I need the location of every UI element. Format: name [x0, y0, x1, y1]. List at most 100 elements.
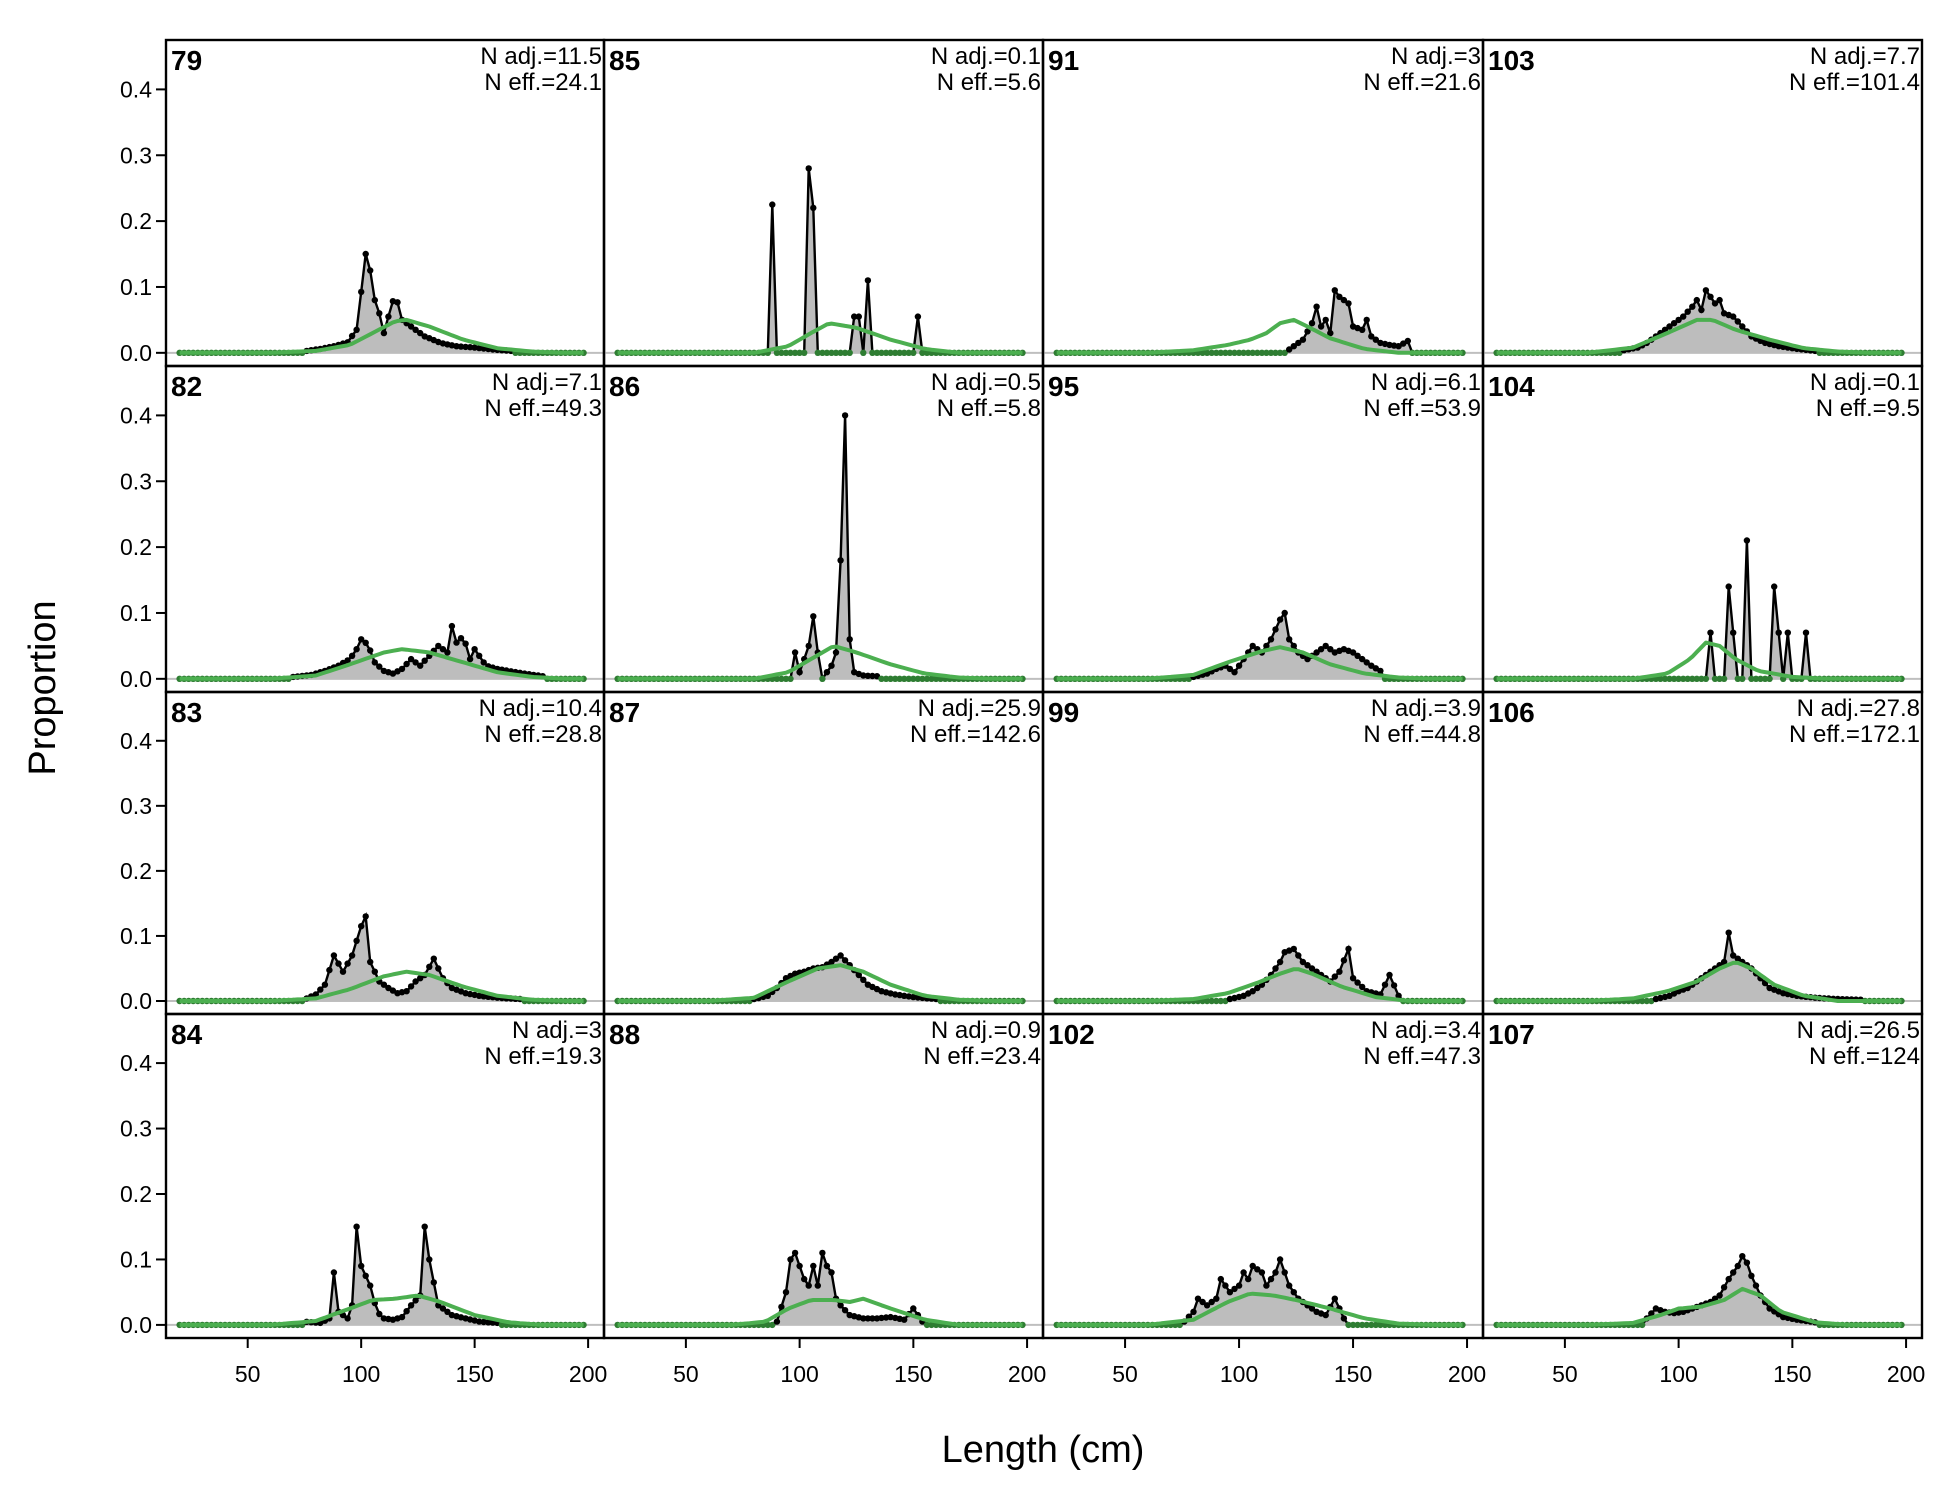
observed-point — [407, 983, 415, 990]
observed-point — [764, 1321, 771, 1329]
observed-area — [617, 1252, 1023, 1325]
observed-point — [330, 1269, 338, 1276]
observed-point — [417, 975, 424, 982]
observed-point — [376, 310, 383, 317]
observed-point — [362, 1272, 369, 1280]
observed-point — [1395, 992, 1402, 999]
observed-point — [1670, 675, 1678, 682]
observed-point — [1359, 983, 1366, 991]
observed-point — [873, 349, 881, 356]
observed-point — [1199, 1298, 1206, 1306]
observed-point — [321, 981, 329, 988]
observed-point — [819, 1249, 826, 1257]
observed-point — [1213, 349, 1220, 356]
observed-point — [801, 1275, 808, 1283]
panel-87: 87 N adj.=25.9N eff.=142.6 — [602, 690, 1045, 1016]
observed-point — [814, 1282, 821, 1289]
observed-area — [179, 254, 584, 353]
panel-id-label: 103 — [1488, 45, 1535, 76]
observed-point — [344, 657, 351, 664]
observed-point — [1313, 303, 1320, 310]
observed-point — [810, 1262, 817, 1270]
observed-point — [914, 313, 922, 320]
observed-point — [1730, 952, 1737, 959]
observed-point — [417, 662, 424, 669]
observed-point — [1240, 1269, 1247, 1276]
observed-point — [1752, 675, 1760, 682]
observed-point — [1711, 300, 1719, 307]
x-axis-title: Length (cm) — [942, 1429, 1145, 1471]
panel-frame — [1481, 1012, 1924, 1340]
observed-point — [1235, 662, 1243, 669]
observed-point — [773, 675, 781, 682]
observed-point — [1639, 1321, 1646, 1329]
observed-point — [380, 981, 388, 988]
n-adj-label: N adj.=3 — [512, 1017, 602, 1044]
observed-point — [317, 986, 324, 993]
observed-point — [901, 349, 908, 356]
observed-point — [882, 675, 890, 682]
observed-point — [462, 640, 469, 647]
observed-point — [1267, 349, 1275, 356]
panel-id-label: 82 — [171, 371, 202, 402]
panel-88: 88 N adj.=0.9N eff.=23.4 50 100 150 200 — [602, 1012, 1046, 1387]
observed-point — [435, 642, 442, 650]
y-tick-label: 0.3 — [120, 1116, 152, 1142]
observed-point — [1286, 346, 1293, 353]
observed-point — [1675, 675, 1682, 682]
observed-point — [339, 968, 347, 975]
observed-point — [430, 1279, 437, 1286]
observed-point — [412, 326, 419, 333]
observed-point — [819, 675, 826, 682]
observed-point — [1290, 945, 1298, 953]
observed-point — [1725, 1275, 1732, 1283]
observed-point — [1359, 326, 1366, 333]
y-tick-label: 0.2 — [120, 858, 152, 884]
observed-point — [1684, 675, 1691, 682]
y-tick-label: 0.2 — [120, 534, 152, 560]
observed-point — [914, 675, 922, 682]
observed-point — [358, 1262, 365, 1270]
observed-point — [371, 296, 378, 304]
panel-id-label: 79 — [171, 45, 202, 76]
observed-point — [1730, 1269, 1737, 1276]
observed-point — [1730, 629, 1737, 636]
observed-point — [837, 557, 844, 564]
observed-point — [1235, 1282, 1243, 1289]
observed-point — [1377, 1321, 1384, 1329]
observed-point — [896, 675, 903, 682]
expected-line — [179, 1293, 584, 1327]
observed-point — [1675, 316, 1682, 324]
panel-id-label: 87 — [609, 697, 640, 728]
n-eff-label: N eff.=21.6 — [1363, 69, 1481, 96]
panel-id-label: 107 — [1488, 1019, 1535, 1050]
observed-point — [1203, 349, 1211, 356]
observed-point — [1748, 1272, 1755, 1280]
observed-point — [1208, 997, 1215, 1005]
observed-area — [617, 955, 1023, 1001]
observed-point — [398, 665, 406, 673]
panel-id-label: 104 — [1488, 371, 1535, 402]
n-adj-label: N adj.=3 — [1391, 43, 1481, 70]
n-eff-label: N eff.=101.4 — [1789, 69, 1920, 96]
n-eff-label: N eff.=172.1 — [1789, 721, 1920, 748]
observed-point — [1226, 665, 1234, 673]
observed-point — [841, 349, 849, 356]
observed-point — [1313, 649, 1320, 656]
observed-point — [882, 349, 890, 356]
observed-point — [1254, 349, 1261, 356]
observed-point — [353, 646, 360, 653]
n-adj-label: N adj.=7.7 — [1810, 43, 1920, 70]
y-tick-label: 0.0 — [120, 1312, 152, 1338]
observed-point — [923, 675, 931, 682]
n-adj-label: N adj.=0.9 — [931, 1017, 1041, 1044]
observed-point — [864, 672, 872, 679]
observed-point — [1354, 979, 1361, 986]
observed-point — [1381, 981, 1389, 988]
n-adj-label: N adj.=7.1 — [492, 369, 602, 396]
y-tick-label: 0.4 — [120, 76, 152, 102]
observed-point — [444, 649, 451, 656]
observed-point — [407, 323, 415, 330]
observed-point — [421, 657, 428, 664]
observed-point — [1359, 655, 1366, 663]
